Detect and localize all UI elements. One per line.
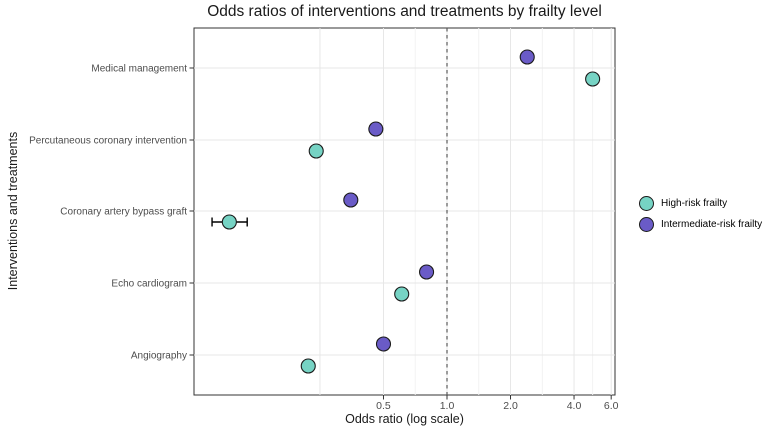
legend-label-intermediate-risk: Intermediate-risk frailty <box>661 219 763 230</box>
x-tick-label: 4.0 <box>567 400 582 412</box>
data-point <box>419 264 435 280</box>
data-point <box>343 192 359 208</box>
legend: High-risk frailty Intermediate-risk frai… <box>639 193 762 235</box>
y-category-label: Percutaneous coronary intervention <box>29 136 187 147</box>
y-category-label: Medical management <box>91 64 187 75</box>
data-point <box>519 49 535 65</box>
y-category-label: Coronary artery bypass graft <box>60 207 187 218</box>
legend-label-high-risk: High-risk frailty <box>661 198 728 209</box>
data-point <box>300 358 316 374</box>
data-point <box>308 143 324 159</box>
legend-key-intermediate-risk-icon <box>639 217 654 232</box>
y-category-label: Echo cardiogram <box>111 279 187 290</box>
x-tick-label: 6.0 <box>604 400 619 412</box>
x-tick-label: 1.0 <box>440 400 455 412</box>
chart-title: Odds ratios of interventions and treatme… <box>207 3 602 20</box>
y-axis-title: Interventions and treatments <box>6 131 20 291</box>
y-category-label: Angiography <box>131 351 187 362</box>
data-point <box>585 71 601 87</box>
data-point <box>394 286 410 302</box>
data-point <box>221 214 237 230</box>
legend-item-high-risk: High-risk frailty <box>639 193 762 214</box>
x-axis-title: Odds ratio (log scale) <box>345 412 464 426</box>
x-tick-label: 0.5 <box>376 400 391 412</box>
legend-key-high-risk-icon <box>639 196 654 211</box>
x-tick-label: 2.0 <box>503 400 518 412</box>
data-point <box>375 336 392 352</box>
legend-item-intermediate-risk: Intermediate-risk frailty <box>639 214 762 235</box>
data-point <box>368 121 384 137</box>
